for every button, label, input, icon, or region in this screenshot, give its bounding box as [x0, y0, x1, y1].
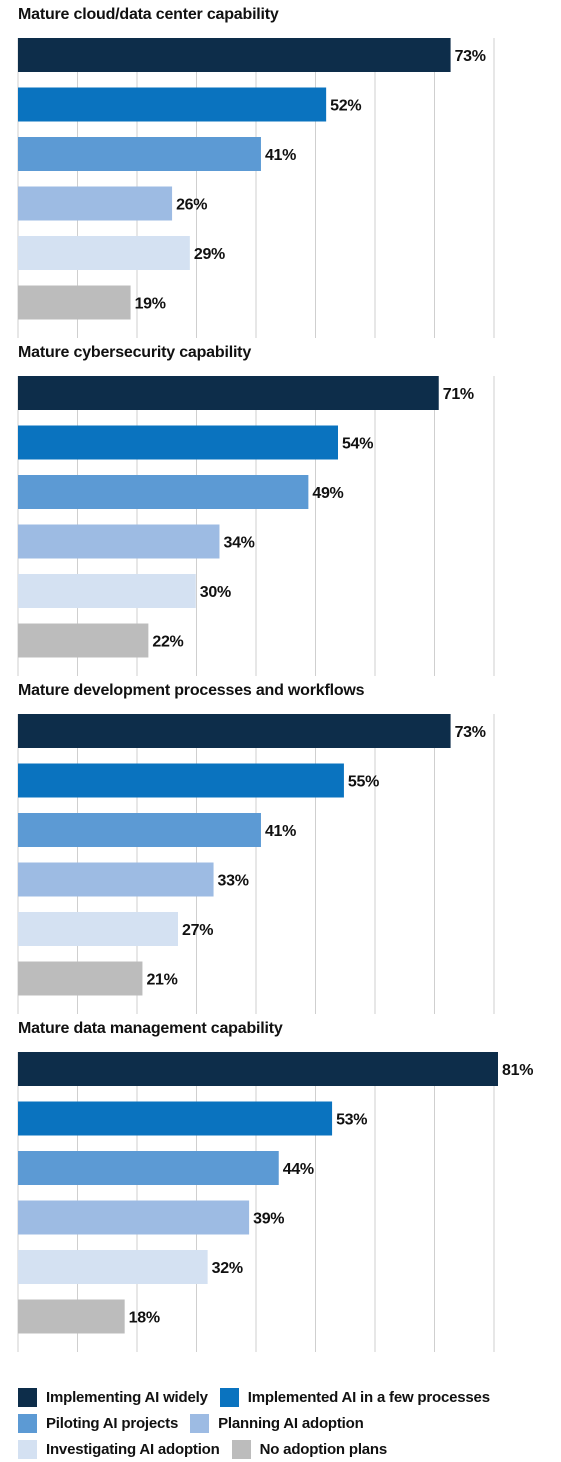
bar-value-label: 73%	[455, 724, 486, 741]
bar-2-4	[18, 524, 220, 559]
bar-value-label: 22%	[152, 634, 183, 651]
bar-4-4	[18, 1200, 250, 1235]
bar-chart-svg: 73% 52% 41% 26% 29% 19% 71% 54% 49% 34% 30% 22% 73% 5…	[17, 38, 533, 1352]
bar-value-label: 73%	[455, 48, 486, 65]
legend-item-investigating: Investigating AI adoption	[18, 1439, 220, 1459]
bar-1-4	[18, 186, 173, 221]
bar-value-label: 54%	[342, 436, 373, 453]
chart-legend: Implementing AI widely Implemented AI in…	[18, 1384, 558, 1462]
legend-swatch	[219, 1387, 239, 1407]
bar-value-label: 53%	[336, 1112, 367, 1129]
bar-4-3	[18, 1151, 279, 1185]
bar-value-label: 30%	[200, 584, 231, 601]
legend-label: Implementing AI widely	[46, 1388, 208, 1406]
bar-value-label: 52%	[330, 98, 361, 115]
bar-value-label: 32%	[212, 1260, 243, 1277]
bar-2-6	[18, 623, 149, 658]
bar-4-5	[18, 1250, 208, 1284]
legend-item-no-plans: No adoption plans	[231, 1439, 388, 1459]
bar-value-label: 19%	[135, 296, 166, 313]
bar-3-4	[18, 862, 214, 897]
legend-label: Implemented AI in a few processes	[247, 1388, 490, 1406]
panel-title-cloud: Mature cloud/data center capability	[18, 6, 279, 23]
bar-3-3	[18, 813, 261, 847]
panel-title-development: Mature development processes and workflo…	[18, 682, 365, 699]
legend-label: Investigating AI adoption	[46, 1440, 220, 1458]
bar-3-1	[18, 714, 451, 748]
legend-swatch	[18, 1439, 37, 1459]
bar-2-1	[18, 376, 439, 410]
bar-2-5	[18, 574, 196, 608]
bar-value-label: 33%	[218, 873, 249, 890]
bar-value-label: 41%	[265, 147, 296, 164]
bar-3-2	[18, 763, 344, 798]
bar-value-label: 26%	[176, 197, 207, 214]
bar-4-2	[18, 1101, 333, 1136]
bar-1-5	[18, 236, 190, 270]
legend-swatch	[18, 1387, 37, 1407]
bar-1-1	[18, 38, 451, 72]
bar-3-6	[18, 961, 143, 996]
legend-swatch	[231, 1439, 251, 1459]
bar-2-2	[18, 425, 338, 460]
legend-item-piloting: Piloting AI projects	[18, 1413, 179, 1433]
panel-title-cybersecurity: Mature cybersecurity capability	[18, 344, 252, 361]
legend-row: Implementing AI widely Implemented AI in…	[18, 1384, 558, 1410]
bar-3-5	[18, 912, 178, 946]
bar-value-label: 71%	[443, 386, 474, 403]
bar-4-1	[18, 1052, 498, 1086]
bar-2-3	[18, 475, 309, 509]
bar-value-label: 27%	[182, 922, 213, 939]
bar-4-6	[18, 1299, 125, 1334]
bar-1-6	[18, 285, 131, 320]
legend-item-planning: Planning AI adoption	[190, 1413, 364, 1433]
legend-label: No adoption plans	[259, 1440, 388, 1458]
bar-value-label: 49%	[312, 485, 343, 502]
bar-value-label: 39%	[253, 1211, 284, 1228]
legend-row: Investigating AI adoption No adoption pl…	[18, 1436, 558, 1462]
legend-label: Planning AI adoption	[218, 1414, 364, 1432]
bar-value-label: 18%	[129, 1310, 160, 1327]
legend-row: Piloting AI projects Planning AI adoptio…	[18, 1410, 558, 1436]
panel-title-data-management: Mature data management capability	[18, 1020, 283, 1037]
legend-swatch	[18, 1413, 37, 1433]
legend-swatch	[190, 1413, 210, 1433]
legend-label: Piloting AI projects	[46, 1414, 179, 1432]
legend-item-implementing-widely: Implementing AI widely	[18, 1387, 208, 1407]
bar-value-label: 55%	[348, 774, 379, 791]
bar-1-2	[18, 87, 327, 122]
legend-item-implemented-few: Implemented AI in a few processes	[219, 1387, 490, 1407]
bar-1-3	[18, 137, 261, 171]
bar-value-label: 29%	[194, 246, 225, 263]
bar-value-label: 34%	[223, 535, 254, 552]
bar-value-label: 41%	[265, 823, 296, 840]
bar-value-label: 44%	[283, 1161, 314, 1178]
bar-value-label: 21%	[146, 972, 177, 989]
bar-value-label: 81%	[502, 1062, 533, 1079]
